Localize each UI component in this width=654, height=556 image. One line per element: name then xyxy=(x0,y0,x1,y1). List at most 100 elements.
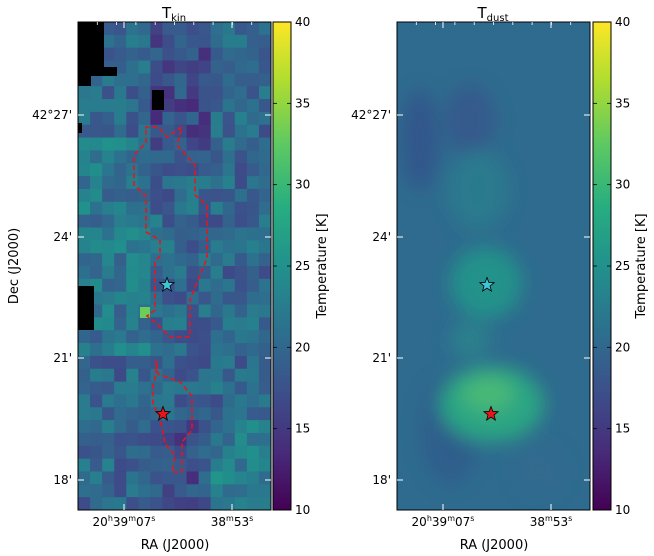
colorbar-tick-label-tdust: 30 xyxy=(615,178,630,192)
tkin-pixel xyxy=(234,471,248,485)
tdust-ticks xyxy=(397,22,590,510)
tkin-pixel xyxy=(210,34,224,49)
tkin-pixel xyxy=(90,497,103,510)
tkin-pixel xyxy=(174,163,188,177)
tkin-pixel xyxy=(186,458,200,473)
tkin-pixel xyxy=(126,99,139,113)
tkin-pixel xyxy=(246,124,260,139)
tkin-pixel xyxy=(198,240,212,254)
tkin-pixel xyxy=(210,253,224,267)
tkin-pixel xyxy=(210,381,224,396)
tkin-pixel xyxy=(222,407,236,421)
tkin-pixel xyxy=(198,330,212,344)
tkin-pixel xyxy=(246,73,260,87)
tkin-pixel xyxy=(174,368,188,383)
tkin-pixel xyxy=(210,368,224,383)
tkin-pixel xyxy=(246,214,260,229)
tkin-pixel xyxy=(90,343,103,357)
tkin-pixel xyxy=(198,432,212,447)
tkin-pixel xyxy=(198,150,212,164)
tkin-pixel xyxy=(162,60,176,74)
tkin-pixel xyxy=(210,150,224,164)
tkin-pixel xyxy=(258,266,271,280)
tkin-pixel xyxy=(198,368,212,383)
tkin-pixel xyxy=(114,317,127,331)
tkin-pixel xyxy=(126,291,139,306)
tkin-pixel xyxy=(138,124,151,139)
tkin-pixel xyxy=(222,445,236,460)
tkin-pixel xyxy=(174,343,188,357)
tkin-pixel xyxy=(114,407,127,421)
tkin-pixel xyxy=(258,343,271,357)
tkin-pixel xyxy=(138,163,151,177)
tkin-pixel xyxy=(78,266,91,280)
tkin-pixel xyxy=(102,201,115,216)
tkin-pixel xyxy=(210,291,224,306)
tkin-pixel xyxy=(210,188,224,203)
tkin-pixel xyxy=(222,137,236,152)
tkin-pixel xyxy=(138,432,151,447)
tkin-pixel xyxy=(150,201,164,216)
tkin-pixel xyxy=(126,188,139,203)
tkin-pixel xyxy=(234,124,248,139)
tkin-pixel xyxy=(162,111,176,126)
tkin-pixel xyxy=(114,34,127,49)
tkin-pixel xyxy=(162,86,176,100)
tkin-pixel xyxy=(258,34,271,49)
tkin-pixel xyxy=(210,240,224,254)
tkin-pixel xyxy=(246,188,260,203)
tkin-pixel xyxy=(258,60,271,74)
tkin-pixel xyxy=(90,99,103,113)
tkin-pixel xyxy=(246,291,260,306)
tkin-pixel xyxy=(246,407,260,421)
panel-title-tdust-main: T xyxy=(477,4,488,22)
tkin-pixel xyxy=(174,99,188,113)
tkin-pixel xyxy=(186,227,200,241)
tkin-pixel xyxy=(186,420,200,434)
tkin-pixel xyxy=(78,330,91,344)
tkin-pixel xyxy=(234,99,248,113)
tkin-pixel xyxy=(102,445,115,460)
tkin-pixel xyxy=(222,34,236,49)
tkin-pixel xyxy=(162,394,176,408)
tkin-pixel xyxy=(78,458,91,473)
tkin-pixel xyxy=(222,22,236,36)
tkin-pixel xyxy=(198,394,212,408)
tkin-pixel xyxy=(210,407,224,421)
tkin-pixel xyxy=(162,381,176,396)
tkin-pixel xyxy=(138,73,151,87)
tkin-pixel xyxy=(114,471,127,485)
tkin-pixel xyxy=(90,471,103,485)
tkin-pixel xyxy=(222,201,236,216)
tkin-pixel xyxy=(210,47,224,62)
tkin-pixel xyxy=(138,355,151,370)
tkin-pixel xyxy=(126,266,139,280)
tkin-pixel xyxy=(114,458,127,473)
tkin-pixel xyxy=(234,60,248,74)
tkin-pixel xyxy=(234,176,248,190)
tkin-pixel xyxy=(78,381,91,396)
tkin-pixel xyxy=(102,124,115,139)
tkin-pixel xyxy=(222,73,236,87)
tkin-pixel xyxy=(162,432,176,447)
tkin-pixel xyxy=(150,484,164,498)
tkin-pixel xyxy=(150,73,164,87)
tkin-pixel xyxy=(126,201,139,216)
tkin-pixel xyxy=(90,163,103,177)
x-axis-label-tkin: RA (J2000) xyxy=(141,538,210,553)
tkin-pixel xyxy=(186,124,200,139)
tkin-pixel xyxy=(162,99,176,113)
tkin-pixel xyxy=(138,214,151,229)
tkin-pixel xyxy=(210,355,224,370)
tkin-pixel xyxy=(258,176,271,190)
tkin-pixel xyxy=(150,458,164,473)
tkin-pixel xyxy=(126,47,139,62)
tkin-pixel xyxy=(234,86,248,100)
tkin-pixel xyxy=(102,176,115,190)
tdust-cyan-star-marker xyxy=(478,276,496,292)
tkin-pixel xyxy=(198,137,212,152)
tkin-pixel xyxy=(90,381,103,396)
colorbar-tick-label-tdust: 15 xyxy=(615,422,630,436)
tkin-pixel xyxy=(162,34,176,49)
tkin-pixel xyxy=(114,381,127,396)
